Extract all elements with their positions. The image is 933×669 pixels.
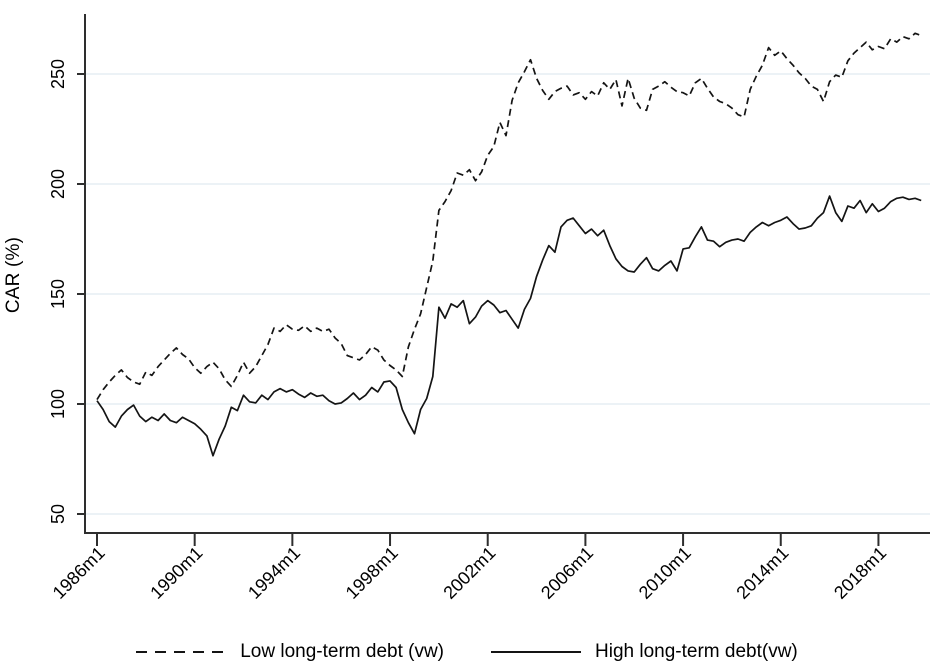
x-tick-label-2018m1: 2018m1 [830,543,890,603]
x-tick-label-1994m1: 1994m1 [244,543,304,603]
y-tick-label-50: 50 [48,504,68,524]
x-tick-label-1986m1: 1986m1 [49,543,109,603]
x-tick-label-1990m1: 1990m1 [146,543,206,603]
legend-label-high: High long-term debt(vw) [595,641,798,662]
legend-label-low: Low long-term debt (vw) [240,641,445,662]
y-tick-label-100: 100 [48,389,68,419]
y-axis-title: CAR (%) [3,236,24,314]
y-tick-label-200: 200 [48,169,68,199]
x-tick-label-2010m1: 2010m1 [635,543,695,603]
x-tick-label-2014m1: 2014m1 [732,543,792,603]
series-line-low-long-term-debt [96,32,922,401]
x-tick-label-2006m1: 2006m1 [537,543,597,603]
solid-line-key-icon [491,651,582,653]
dashed-line-key-icon [136,651,227,653]
y-tick-label-250: 250 [48,59,68,89]
x-tick-label-2002m1: 2002m1 [439,543,499,603]
legend-item-low-long-term-debt: Low long-term debt (vw) [135,641,444,663]
x-tick-label-1998m1: 1998m1 [342,543,402,603]
y-tick-label-150: 150 [48,279,68,309]
series-line-high-long-term-debt [96,195,922,457]
chart-legend: Low long-term debt (vw) High long-term d… [0,641,933,663]
legend-item-high-long-term-debt: High long-term debt(vw) [490,641,798,663]
